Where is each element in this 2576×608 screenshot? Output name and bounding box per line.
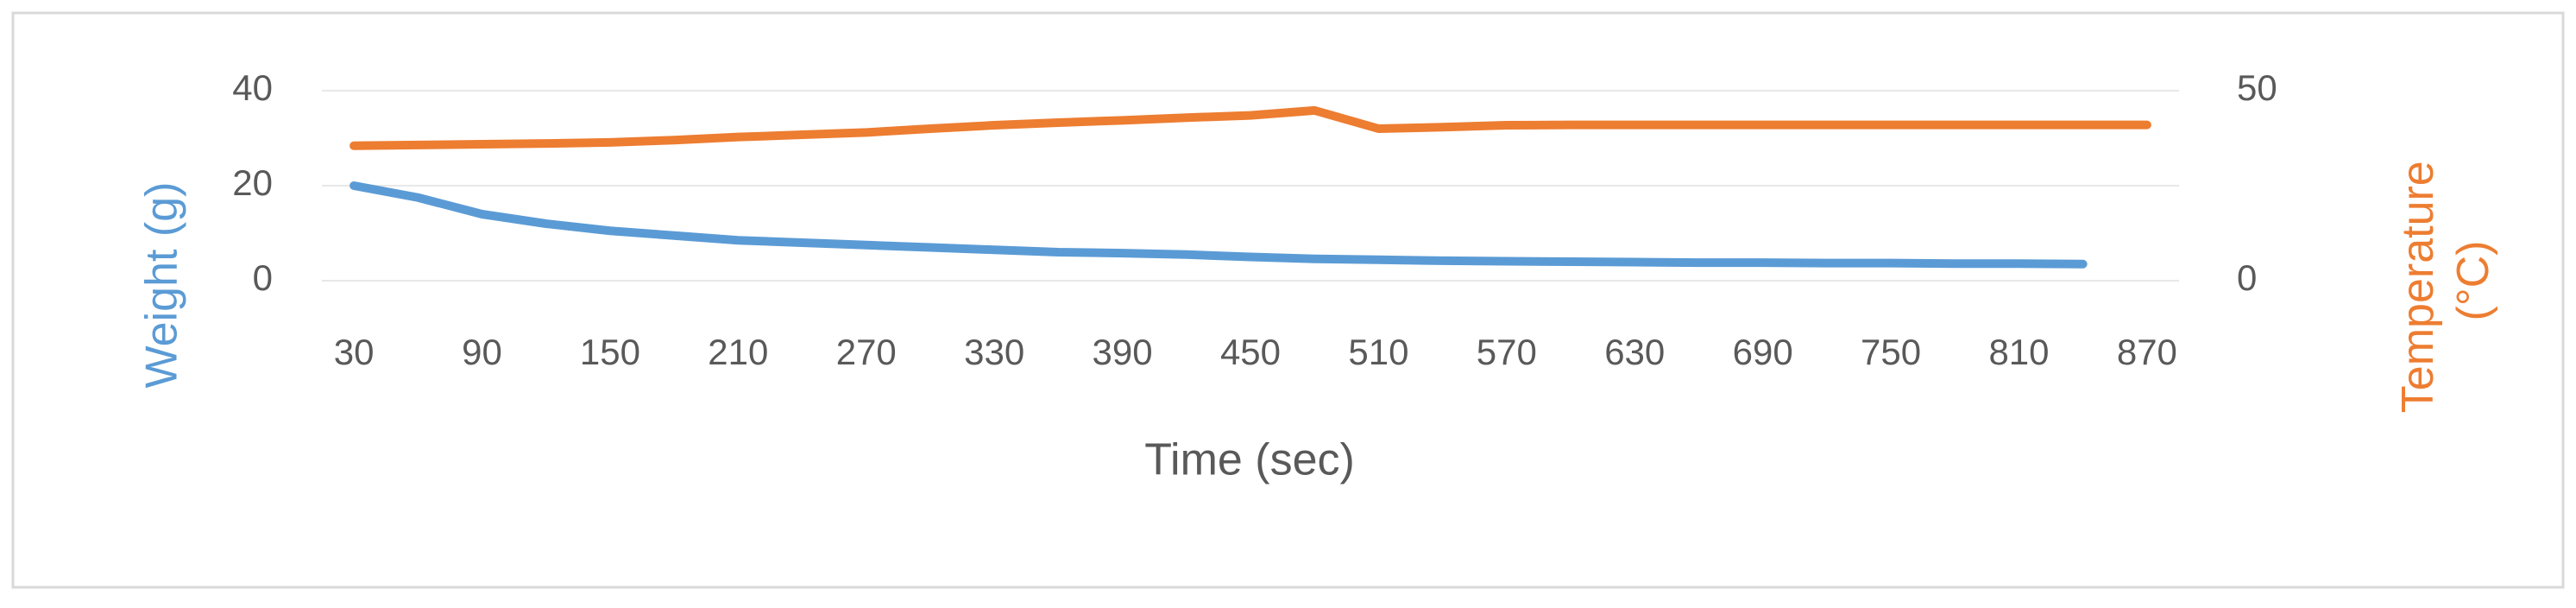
y-tick-label: 20 xyxy=(232,162,273,203)
y2-tick-label: 50 xyxy=(2237,67,2277,108)
chart-frame xyxy=(11,11,2565,589)
x-tick-label: 30 xyxy=(334,332,375,372)
x-tick-label: 810 xyxy=(1988,332,2049,372)
x-tick-label: 570 xyxy=(1477,332,1537,372)
y-axis-title: Weight (g) xyxy=(137,182,187,389)
data-line xyxy=(350,181,2088,269)
x-axis-title: Time (sec) xyxy=(1144,435,1355,485)
x-tick-label: 150 xyxy=(580,332,640,372)
x-tick-label: 390 xyxy=(1093,332,1153,372)
y-tick-label: 40 xyxy=(232,67,273,108)
x-tick-label: 90 xyxy=(462,332,502,372)
x-tick-label: 330 xyxy=(964,332,1024,372)
x-tick-label: 210 xyxy=(708,332,768,372)
x-tick-label: 510 xyxy=(1348,332,1408,372)
x-tick-label: 450 xyxy=(1220,332,1281,372)
x-tick-label: 630 xyxy=(1604,332,1665,372)
x-tick-label: 750 xyxy=(1861,332,1921,372)
data-line xyxy=(350,105,2151,150)
x-tick-label: 870 xyxy=(2117,332,2177,372)
y-tick-label: 0 xyxy=(253,257,273,298)
y2-axis-title: Temperature (°C) xyxy=(2393,149,2498,413)
x-tick-label: 690 xyxy=(1733,332,1793,372)
y2-tick-label: 0 xyxy=(2237,257,2257,298)
x-tick-label: 270 xyxy=(836,332,897,372)
